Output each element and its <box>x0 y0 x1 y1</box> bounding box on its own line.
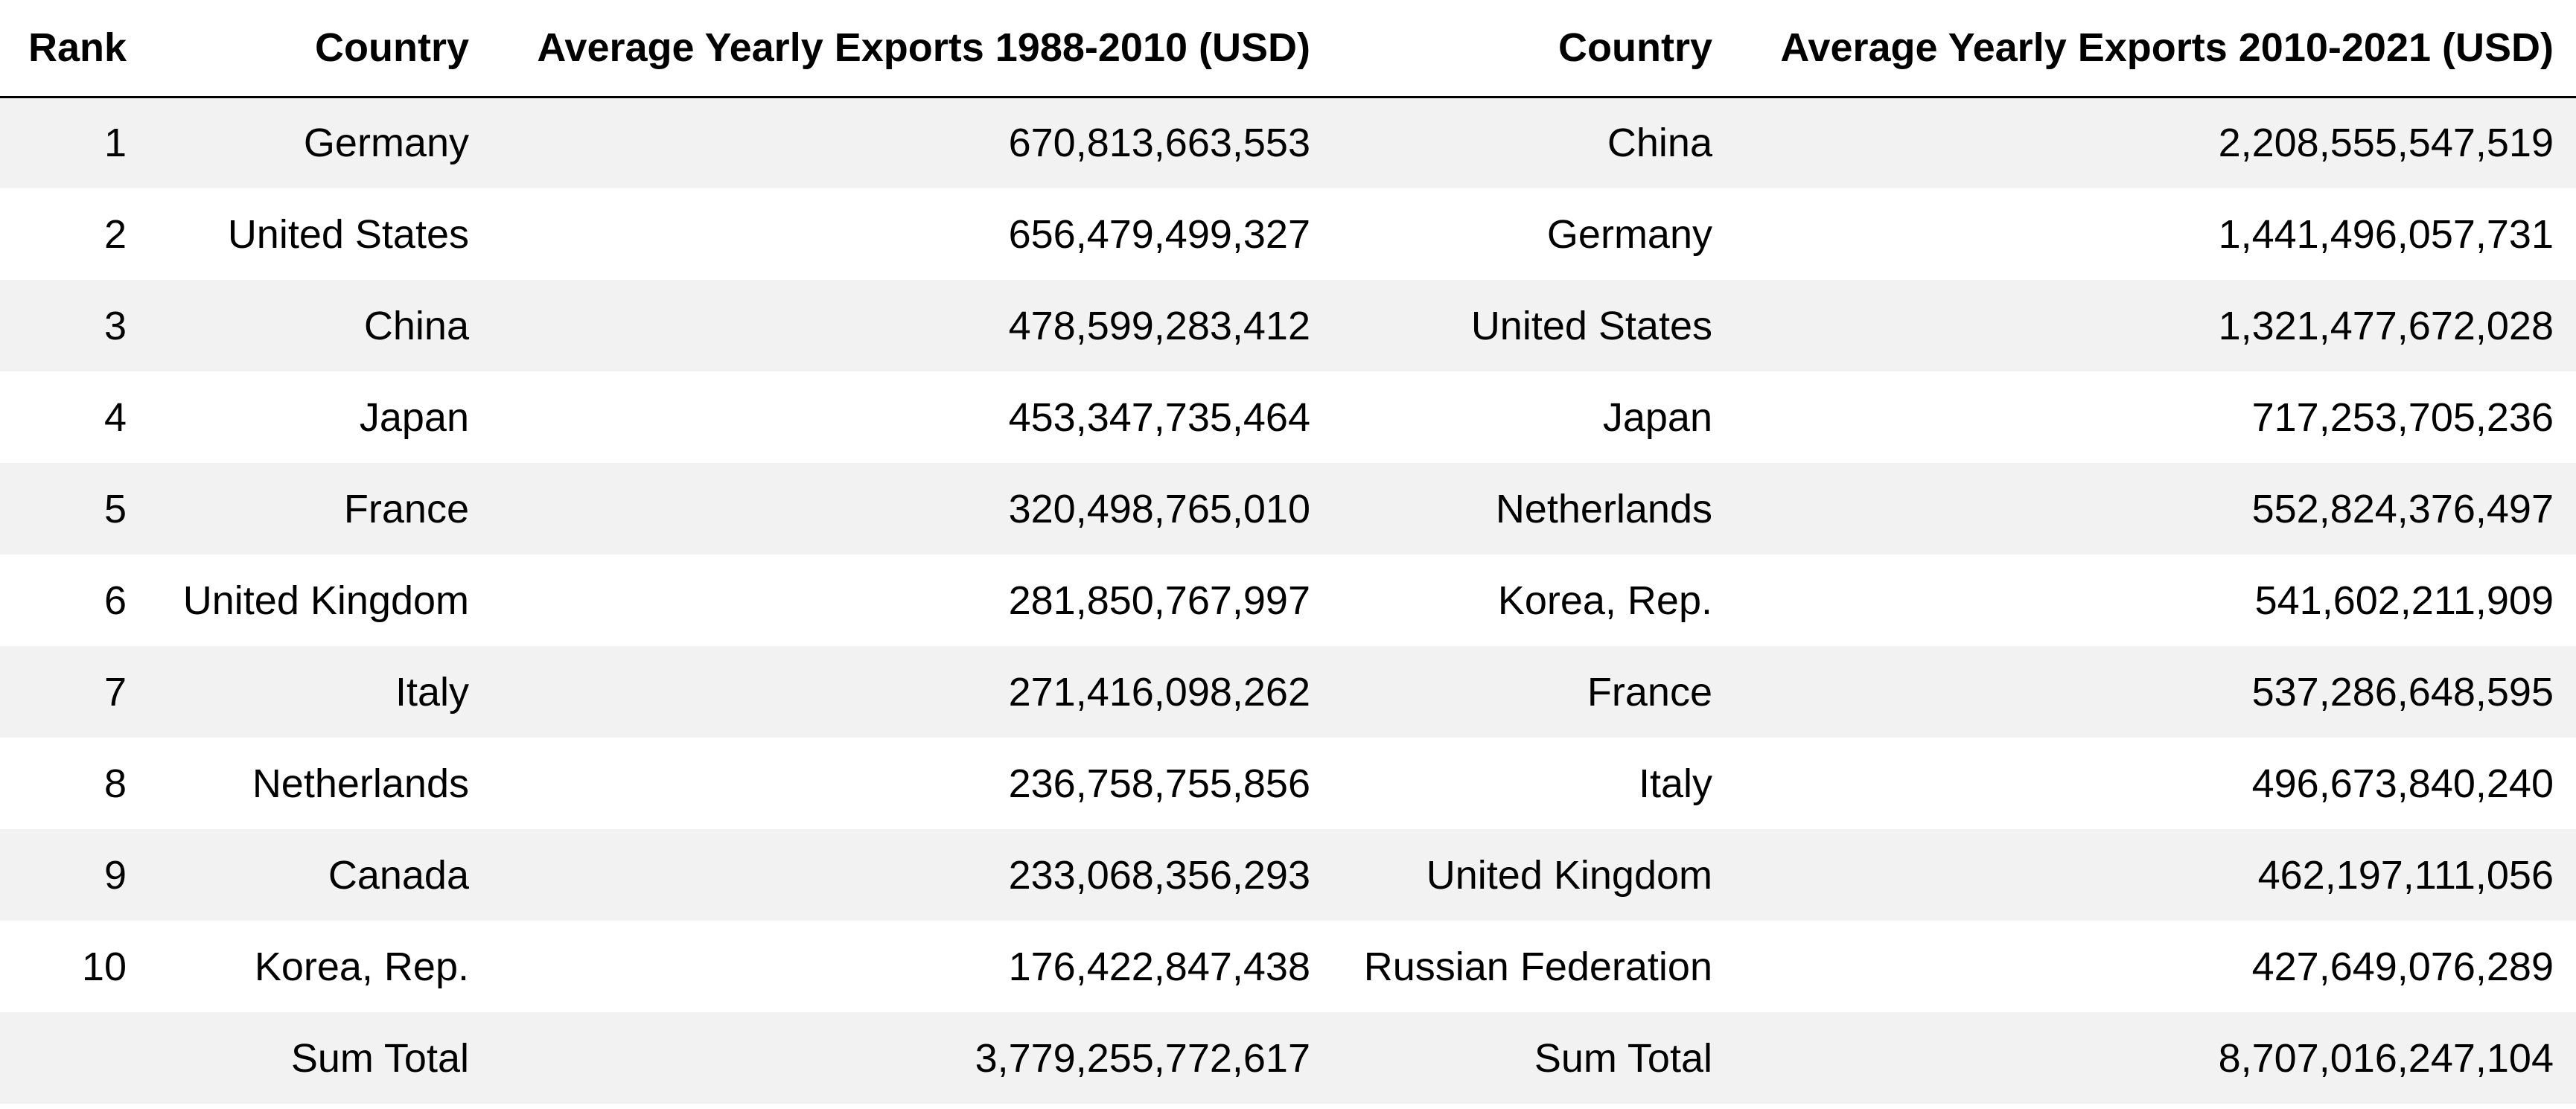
exports-cell: 537,286,648,595 <box>2251 669 2554 715</box>
country-cell: Italy <box>395 669 469 715</box>
total-value-cell: 8,707,016,247,104 <box>2218 1035 2554 1081</box>
exports-cell: 236,758,755,856 <box>1008 761 1310 806</box>
exports-cell: 478,599,283,412 <box>1008 303 1310 348</box>
rank-cell: 8 <box>103 761 127 806</box>
rank-cell: 10 <box>81 944 127 989</box>
rank-cell: 4 <box>103 394 127 440</box>
country-cell: China <box>363 303 469 348</box>
total-row: Sum Total 3,779,255,772,617 Sum Total 8,… <box>0 1012 2576 1104</box>
total-label-cell: Sum Total <box>290 1035 469 1081</box>
country-cell: Germany <box>303 121 469 166</box>
exports-cell: 271,416,098,262 <box>1008 669 1310 715</box>
country-cell: United States <box>227 211 469 257</box>
exports-cell: 541,602,211,909 <box>2254 578 2554 623</box>
table-row: 7 Italy 271,416,098,262 France 537,286,6… <box>0 646 2576 738</box>
header-country-1988-2010: Country <box>149 0 491 98</box>
table-row: 6 United Kingdom 281,850,767,997 Korea, … <box>0 554 2576 646</box>
exports-cell: 176,422,847,438 <box>1008 944 1310 989</box>
table-body: 1 Germany 670,813,663,553 China 2,208,55… <box>0 97 2576 1104</box>
exports-cell: 233,068,356,293 <box>1008 852 1310 898</box>
rank-cell: 6 <box>103 578 127 623</box>
exports-cell: 496,673,840,240 <box>2251 761 2554 806</box>
country-cell: Netherlands <box>252 761 469 806</box>
country-cell: Korea, Rep. <box>1497 578 1712 623</box>
table-row: 5 France 320,498,765,010 Netherlands 552… <box>0 463 2576 554</box>
exports-cell: 1,321,477,672,028 <box>2218 303 2554 348</box>
table-row: 3 China 478,599,283,412 United States 1,… <box>0 280 2576 371</box>
rank-cell: 3 <box>103 303 127 348</box>
table-row: 2 United States 656,479,499,327 Germany … <box>0 188 2576 280</box>
country-cell: Germany <box>1546 211 1712 257</box>
rank-cell: 1 <box>103 121 127 166</box>
header-exports-1988-2010: Average Yearly Exports 1988-2010 (USD) <box>491 0 1333 98</box>
table-row: 4 Japan 453,347,735,464 Japan 717,253,70… <box>0 371 2576 463</box>
country-cell: Korea, Rep. <box>254 944 469 989</box>
total-value-cell: 3,779,255,772,617 <box>975 1035 1310 1081</box>
country-cell: United States <box>1470 303 1712 348</box>
table-row: 1 Germany 670,813,663,553 China 2,208,55… <box>0 97 2576 188</box>
country-cell: Italy <box>1638 761 1712 806</box>
table-row: 10 Korea, Rep. 176,422,847,438 Russian F… <box>0 921 2576 1012</box>
country-cell: Japan <box>359 394 469 440</box>
table-row: 8 Netherlands 236,758,755,856 Italy 496,… <box>0 738 2576 829</box>
country-cell: Japan <box>1602 394 1712 440</box>
country-cell: United Kingdom <box>182 578 469 623</box>
exports-cell: 320,498,765,010 <box>1008 486 1310 531</box>
exports-cell: 2,208,555,547,519 <box>2218 121 2554 166</box>
rank-cell <box>0 1012 149 1104</box>
exports-cell: 281,850,767,997 <box>1008 578 1310 623</box>
header-country-2010-2021: Country <box>1333 0 1735 98</box>
rank-cell: 2 <box>103 211 127 257</box>
table-header: Rank Country Average Yearly Exports 1988… <box>0 0 2576 98</box>
rank-cell: 7 <box>103 669 127 715</box>
rank-cell: 9 <box>103 852 127 898</box>
table-row: 9 Canada 233,068,356,293 United Kingdom … <box>0 829 2576 921</box>
country-cell: Netherlands <box>1495 486 1712 531</box>
total-label-cell: Sum Total <box>1534 1035 1712 1081</box>
country-cell: Russian Federation <box>1363 944 1712 989</box>
exports-cell: 453,347,735,464 <box>1008 394 1310 440</box>
exports-cell: 670,813,663,553 <box>1008 121 1310 166</box>
header-exports-2010-2021: Average Yearly Exports 2010-2021 (USD) <box>1735 0 2576 98</box>
country-cell: Canada <box>328 852 469 898</box>
rank-cell: 5 <box>103 486 127 531</box>
country-cell: France <box>1587 669 1712 715</box>
exports-cell: 656,479,499,327 <box>1008 211 1310 257</box>
exports-cell: 717,253,705,236 <box>2251 394 2554 440</box>
exports-cell: 427,649,076,289 <box>2251 944 2554 989</box>
exports-cell: 1,441,496,057,731 <box>2218 211 2554 257</box>
country-cell: China <box>1607 121 1712 166</box>
exports-cell: 552,824,376,497 <box>2251 486 2554 531</box>
header-row: Rank Country Average Yearly Exports 1988… <box>0 0 2576 98</box>
country-cell: United Kingdom <box>1426 852 1712 898</box>
exports-cell: 462,197,111,056 <box>2257 852 2554 898</box>
country-cell: France <box>343 486 469 531</box>
header-rank: Rank <box>0 0 149 98</box>
